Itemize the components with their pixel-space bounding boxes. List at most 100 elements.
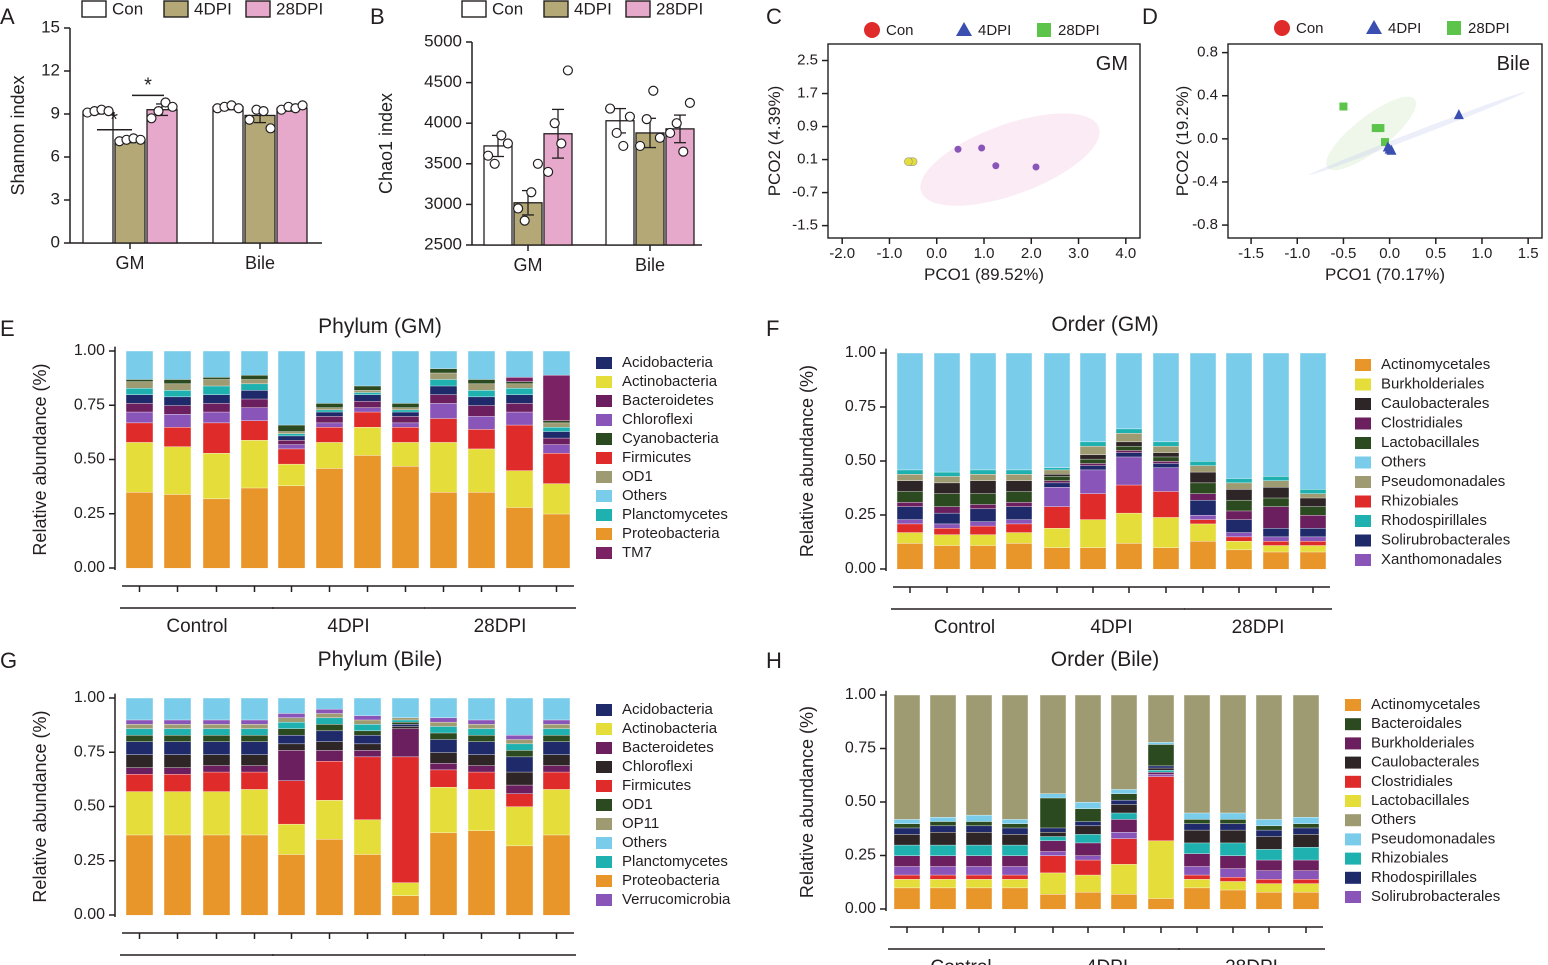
- bar-segment-others: [277, 350, 306, 426]
- y-tick-label: 0.00: [845, 560, 876, 577]
- data-point: [153, 106, 164, 117]
- bar-segment-rhodospirillales: [1292, 827, 1320, 835]
- legend-swatch-bacteroidetes: [596, 395, 612, 407]
- bar-segment-others: [202, 350, 231, 378]
- bar-segment-rhodospirillales: [896, 469, 924, 475]
- bar-segment-bacteroidetes: [353, 400, 382, 408]
- data-point: [654, 132, 666, 143]
- bar-segment-clostridiales: [969, 504, 997, 510]
- bar-segment-pseudomonadales: [1299, 493, 1327, 499]
- bar-segment-bacteroidales: [1183, 818, 1211, 824]
- group-label-4dpi: 4DPI: [1086, 957, 1128, 965]
- bar-segment-lactobacillales: [1255, 883, 1283, 893]
- bar-segment-actinomycetales: [1255, 891, 1283, 910]
- bar-segment-lactobacillales: [1225, 499, 1253, 512]
- bar-segment-op11: [315, 712, 344, 719]
- bar-segment-rhodospirillales: [1299, 488, 1327, 494]
- bar-segment-lactobacillales: [965, 878, 993, 889]
- legend-label-clostridiales: Clostridiales: [1371, 773, 1453, 790]
- y-tick-label: 1.00: [74, 689, 105, 706]
- bar-segment-burkholderiales: [1115, 512, 1143, 544]
- bar-segment-others: [1152, 352, 1180, 443]
- bar-segment-rhodospirillales: [969, 469, 997, 475]
- bar-segment-rhizobiales: [1262, 540, 1290, 546]
- bar-segment-bacteroidetes: [125, 767, 154, 775]
- bar-segment-actinomycetales: [1005, 542, 1033, 570]
- bar-segment-actinomycetales: [1147, 898, 1175, 910]
- bar-segment-acidobacteria: [277, 435, 306, 441]
- x-tick-label: 1.0: [1472, 245, 1493, 262]
- data-point: [611, 127, 622, 139]
- bar-segment-lactobacillales: [1110, 863, 1138, 895]
- bar-segment-actinomycetales: [896, 542, 924, 570]
- bar-segment-rhizobiales: [933, 527, 961, 535]
- bar-segment-proteobacteria: [542, 513, 571, 569]
- panel-letter-A: A: [0, 4, 15, 29]
- bar-segment-actinomycetales: [1183, 887, 1211, 910]
- bar-segment-proteobacteria: [467, 491, 496, 569]
- legend-label-lactobacillales: Lactobacillales: [1381, 434, 1479, 451]
- bar-segment-acidobacteria: [240, 389, 269, 400]
- bar-segment-rhizobiales: [1189, 519, 1217, 525]
- bar-segment-solirubrobacterales: [1115, 452, 1143, 458]
- bar-segment-others: [965, 694, 993, 816]
- bar-segment-actinobacteria: [429, 786, 458, 834]
- bar-segment-rhizobiales: [1292, 846, 1320, 861]
- bar-segment-rhizobiales: [1225, 536, 1253, 542]
- bar-segment-actinomycetales: [1292, 891, 1320, 910]
- bar-segment-acidobacteria: [315, 730, 344, 742]
- legend-label-rhodospirillales: Rhodospirillales: [1371, 869, 1477, 886]
- significance-star: *: [110, 109, 118, 131]
- legend-swatch-pseudomonadales: [1345, 833, 1361, 846]
- bar-segment-xanthomonadales: [969, 521, 997, 527]
- bar-segment-others: [163, 350, 192, 380]
- bar-segment-acidobacteria: [202, 394, 231, 404]
- y-tick-label: 4000: [424, 113, 462, 132]
- bar-segment-op11: [429, 721, 458, 727]
- bar-segment-planctomycetes: [125, 387, 154, 395]
- bar-segment-rhodospirillales: [1079, 441, 1107, 447]
- bar-segment-verrucomicrobia: [315, 708, 344, 714]
- bar-segment-bacteroidetes: [202, 402, 231, 413]
- data-point: [604, 103, 616, 114]
- bar-segment-chloroflexi: [467, 754, 496, 766]
- legend-swatch-rhodospirillales: [1345, 871, 1361, 884]
- bar-segment-solirubrobacterales: [933, 512, 961, 525]
- bar-segment-proteobacteria: [277, 854, 306, 916]
- y-tick-label: 0.75: [74, 743, 105, 760]
- x-tick-label: 1.5: [1518, 245, 1539, 262]
- bar-segment-others: [353, 697, 382, 716]
- bar-segment-od1: [315, 723, 344, 732]
- bar-segment-burkholderiales: [1152, 516, 1180, 548]
- bar-segment-acidobacteria: [467, 396, 496, 406]
- bar-segment-pseudomonadales: [1079, 445, 1107, 456]
- bar-segment-others: [896, 352, 924, 471]
- bar-segment-caulobacterales: [1152, 452, 1180, 458]
- bar-segment-planctomycetes: [429, 379, 458, 387]
- x-tick-label: -0.5: [1331, 245, 1357, 262]
- bar-segment-bacteroidetes: [467, 765, 496, 773]
- bar-segment-others: [391, 697, 420, 719]
- bar-segment-pseudomonadales: [929, 816, 957, 822]
- bar-segment-pseudomonadales: [1292, 816, 1320, 824]
- bar-segment-op11: [467, 723, 496, 729]
- y-axis-label: PCO2 (19.2%): [1173, 86, 1192, 197]
- x-tick-label: -1.0: [877, 245, 903, 262]
- bar-segment-burkholderiales: [1225, 540, 1253, 551]
- bar-segment-rhizobiales: [1001, 844, 1029, 856]
- bar-segment-proteobacteria: [429, 491, 458, 569]
- bar-segment-firmicutes: [429, 769, 458, 788]
- bar-segment-acidobacteria: [429, 385, 458, 395]
- bar-segment-actinomycetales: [1225, 549, 1253, 570]
- bar-segment-verrucomicrobia: [240, 719, 269, 725]
- bar-segment-actinomycetales: [893, 887, 921, 910]
- bar-segment-bacteroidales: [893, 823, 921, 829]
- bar-segment-lactobacillales: [1189, 482, 1217, 494]
- bar-segment-chloroflexi: [240, 754, 269, 766]
- bar-segment-burkholderiales: [965, 855, 993, 867]
- bar-segment-actinomycetales: [969, 545, 997, 570]
- bar-segment-pseudomonadales: [1255, 818, 1283, 827]
- bar-segment-chloroflexi: [429, 402, 458, 419]
- bar-segment-others: [1189, 352, 1217, 462]
- bar-segment-bacteroidetes: [202, 765, 231, 773]
